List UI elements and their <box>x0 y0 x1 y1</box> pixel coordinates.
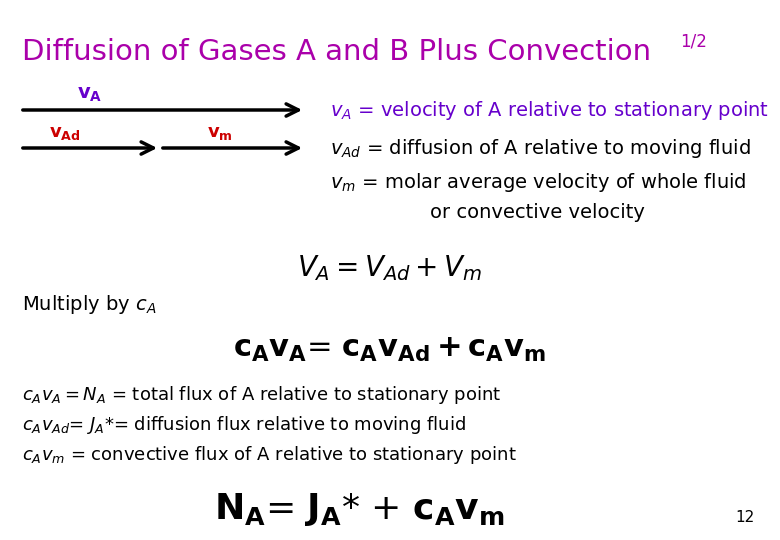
Text: or convective velocity: or convective velocity <box>430 202 645 221</box>
Text: $c_A v_A = N_A$ = total flux of A relative to stationary point: $c_A v_A = N_A$ = total flux of A relati… <box>22 384 501 406</box>
Text: $c_A v_{Ad}$= $J_A$*= diffusion flux relative to moving fluid: $c_A v_{Ad}$= $J_A$*= diffusion flux rel… <box>22 414 466 436</box>
Text: 12: 12 <box>736 510 755 525</box>
Text: $c_A v_m$ = convective flux of A relative to stationary point: $c_A v_m$ = convective flux of A relativ… <box>22 444 516 466</box>
Text: $V_A = V_{Ad} + V_m$: $V_A = V_{Ad} + V_m$ <box>297 253 483 283</box>
Text: $\mathbf{N_A}$= $\mathbf{J_A}$* + $\mathbf{c_A v_m}$: $\mathbf{N_A}$= $\mathbf{J_A}$* + $\math… <box>215 491 505 529</box>
Text: $\mathbf{v_m}$: $\mathbf{v_m}$ <box>207 124 233 142</box>
Text: $\mathbf{v_{Ad}}$: $\mathbf{v_{Ad}}$ <box>49 124 81 142</box>
Text: 1/2: 1/2 <box>680 33 707 51</box>
Text: Diffusion of Gases A and B Plus Convection: Diffusion of Gases A and B Plus Convecti… <box>22 38 651 66</box>
Text: $v_{Ad}$ = diffusion of A relative to moving fluid: $v_{Ad}$ = diffusion of A relative to mo… <box>330 137 751 159</box>
Text: $v_A$ = velocity of A relative to stationary point: $v_A$ = velocity of A relative to statio… <box>330 98 769 122</box>
Text: Multiply by $c_A$: Multiply by $c_A$ <box>22 294 157 316</box>
Text: $\mathbf{c_A v_A}$= $\mathbf{c_A v_{Ad} + c_A v_m}$: $\mathbf{c_A v_A}$= $\mathbf{c_A v_{Ad} … <box>233 335 547 364</box>
Text: $\mathbf{v_A}$: $\mathbf{v_A}$ <box>77 85 103 105</box>
Text: $v_m$ = molar average velocity of whole fluid: $v_m$ = molar average velocity of whole … <box>330 171 746 193</box>
